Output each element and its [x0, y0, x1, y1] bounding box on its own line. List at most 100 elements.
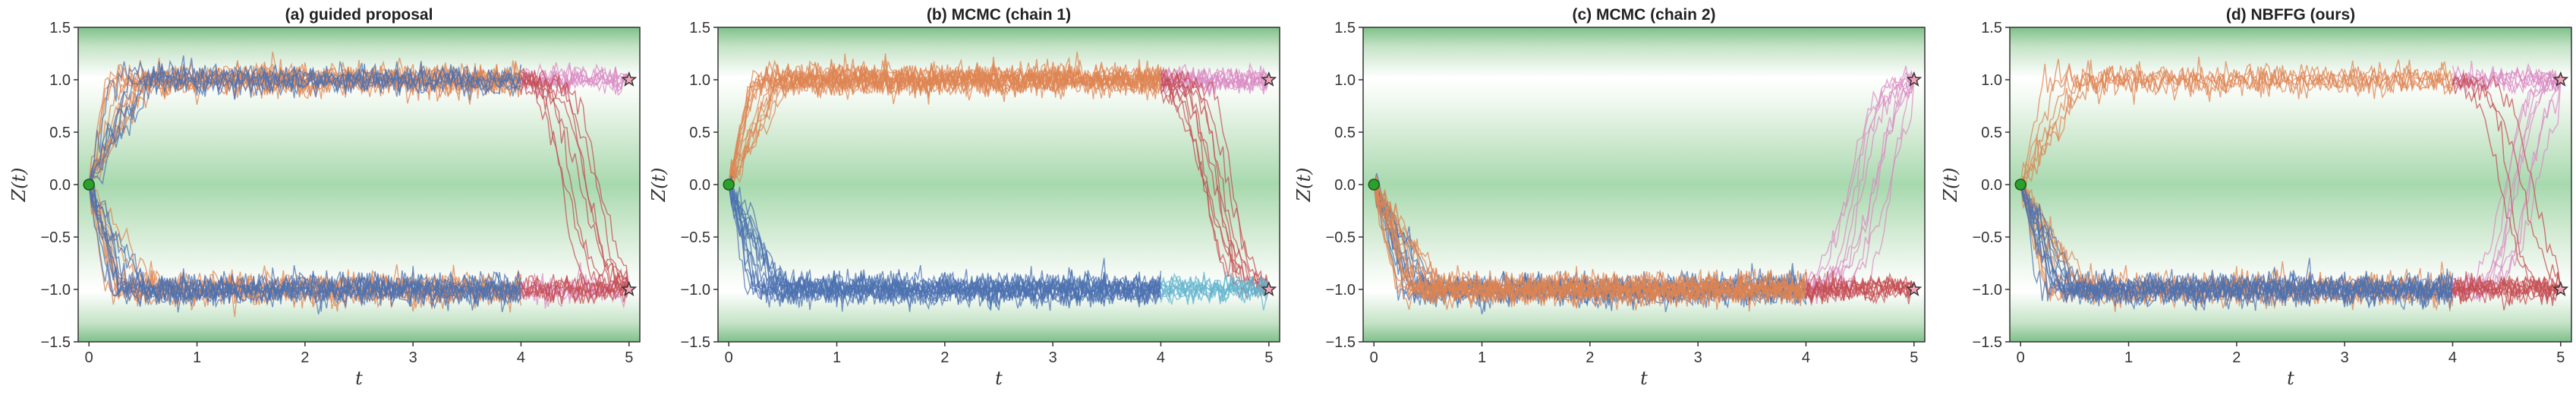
series-line: [728, 184, 1162, 308]
x-tick-label: 0: [85, 349, 93, 366]
series-line: [2452, 79, 2562, 300]
x-axis-label: t: [355, 368, 363, 389]
panel-title: (d) NBFFG (ours): [2226, 6, 2355, 24]
x-tick-label: 4: [1802, 349, 1810, 366]
x-tick-label: 5: [2556, 349, 2565, 366]
series-line: [1805, 271, 1915, 299]
x-tick-label: 5: [1910, 349, 1918, 366]
series-line: [520, 274, 630, 304]
x-tick-label: 0: [2017, 349, 2025, 366]
series-line: [88, 184, 522, 308]
series-line: [2452, 68, 2562, 95]
y-tick-label: 0.0: [49, 177, 71, 194]
x-tick-label: 0: [725, 349, 733, 366]
y-tick-label: −0.5: [1326, 229, 1356, 246]
start-point-marker: [1368, 179, 1380, 191]
series-line: [521, 71, 630, 290]
y-tick-label: 1.0: [1334, 72, 1356, 89]
series-line: [521, 275, 630, 304]
x-tick-label: 1: [1478, 349, 1486, 366]
series-line: [520, 279, 630, 305]
y-tick-label: 1.0: [689, 72, 710, 89]
y-tick-label: 0.0: [689, 177, 710, 194]
series-line: [729, 65, 1162, 186]
start-point-marker: [723, 179, 735, 191]
y-tick-label: 1.0: [1981, 72, 2002, 89]
panel-title: (c) MCMC (chain 2): [1573, 6, 1716, 24]
y-tick-label: −1.5: [41, 334, 71, 351]
x-tick-label: 2: [2232, 349, 2241, 366]
series-line: [2452, 276, 2562, 306]
y-tick-label: 0.0: [1981, 177, 2002, 194]
series-line: [1160, 276, 1270, 304]
y-tick-label: −1.0: [681, 282, 710, 299]
end-point-star-marker: [2552, 280, 2569, 297]
series-line: [2452, 77, 2562, 295]
y-tick-label: −1.5: [1973, 334, 2002, 351]
series-line: [520, 71, 630, 290]
x-axis-label: t: [2287, 368, 2294, 389]
x-tick-label: 2: [940, 349, 949, 366]
y-tick-label: 0.5: [1981, 125, 2002, 141]
x-tick-label: 5: [1264, 349, 1273, 366]
start-point-marker: [83, 179, 95, 191]
x-tick-label: 5: [625, 349, 633, 366]
panel-title: (b) MCMC (chain 1): [927, 6, 1071, 24]
y-tick-label: 0.5: [689, 125, 710, 141]
chart-panel-2: 0 1 2 3 4 5 −1.5 −1.0 −0.5 0.0 0.5 1.0 1.5 (b) MCMC (…: [648, 6, 1280, 389]
paths-group: [2020, 56, 2562, 312]
x-tick-label: 4: [2448, 349, 2457, 366]
y-axis-label: Z(t): [648, 167, 669, 202]
x-tick-label: 0: [1370, 349, 1378, 366]
series-line: [1806, 65, 1915, 294]
x-axis-label: t: [995, 368, 1003, 389]
x-tick-label: 1: [2124, 349, 2133, 366]
start-point-marker: [2014, 179, 2026, 191]
series-line: [88, 184, 522, 313]
series-line: [728, 184, 1162, 309]
series-line: [2020, 59, 2454, 189]
y-tick-label: 0.5: [49, 125, 71, 141]
y-tick-label: −0.5: [41, 229, 71, 246]
series-line: [1160, 65, 1270, 90]
y-tick-label: 0.5: [1334, 125, 1356, 141]
series-line: [1373, 175, 1806, 308]
y-tick-label: −0.5: [681, 229, 710, 246]
y-tick-label: 1.5: [689, 20, 710, 36]
x-tick-label: 3: [1694, 349, 1702, 366]
end-point-star-marker: [1906, 71, 1923, 87]
series-line: [2452, 71, 2562, 290]
series-line: [2020, 184, 2454, 308]
series-line: [88, 184, 522, 305]
series-line: [1805, 271, 1915, 302]
chart-panel-4: 0 1 2 3 4 5 −1.5 −1.0 −0.5 0.0 0.5 1.0 1.5 (d) NBFFG …: [1940, 6, 2572, 389]
x-tick-label: 3: [1049, 349, 1057, 366]
x-tick-label: 1: [193, 349, 201, 366]
y-tick-label: −1.0: [1973, 282, 2002, 299]
series-line: [728, 53, 1161, 185]
series-line: [88, 184, 522, 308]
x-tick-label: 2: [301, 349, 309, 366]
y-axis-label: Z(t): [1293, 167, 1315, 202]
series-line: [728, 184, 1162, 308]
y-axis-label: Z(t): [8, 167, 30, 202]
x-tick-label: 4: [1157, 349, 1165, 366]
y-tick-label: 1.5: [49, 20, 71, 36]
series-line: [2020, 59, 2454, 185]
chart-panel-3: 0 1 2 3 4 5 −1.5 −1.0 −0.5 0.0 0.5 1.0 1.5 (c) MCMC (…: [1293, 6, 1926, 389]
end-point-star-marker: [621, 280, 638, 297]
series-line: [1160, 68, 1270, 290]
series-line: [1373, 176, 1807, 309]
end-point-star-marker: [2552, 71, 2569, 87]
x-tick-label: 4: [517, 349, 525, 366]
series-line: [1160, 273, 1270, 304]
series-line: [88, 55, 522, 185]
series-line: [2020, 58, 2454, 185]
series-line: [2452, 72, 2562, 294]
series-line: [1160, 275, 1270, 311]
y-tick-label: 0.0: [1334, 177, 1356, 194]
paths-group: [728, 52, 1270, 312]
end-point-star-marker: [1261, 71, 1277, 87]
y-tick-label: −1.0: [1326, 282, 1356, 299]
